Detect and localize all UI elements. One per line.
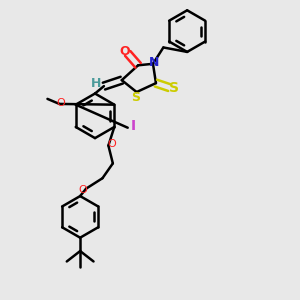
Text: O: O [56,98,65,108]
Text: O: O [108,139,116,149]
Text: I: I [130,119,136,133]
Text: O: O [78,185,87,195]
Text: S: S [169,81,179,94]
Text: N: N [149,56,160,69]
Text: O: O [119,44,130,58]
Text: H: H [91,77,102,90]
Text: S: S [131,91,140,104]
